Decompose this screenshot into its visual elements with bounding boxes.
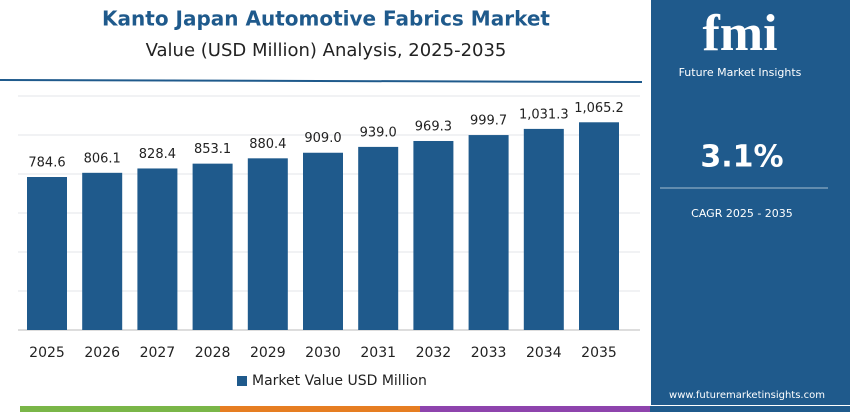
bar bbox=[27, 177, 67, 330]
cagr-value: 3.1% bbox=[700, 140, 783, 175]
value-label: 1,065.2 bbox=[574, 101, 624, 116]
value-label: 1,031.3 bbox=[519, 107, 569, 122]
chart-subtitle: Value (USD Million) Analysis, 2025-2035 bbox=[146, 40, 507, 61]
bar bbox=[413, 140, 454, 330]
bar bbox=[523, 128, 564, 330]
value-label: 806.1 bbox=[84, 151, 121, 166]
value-label: 969.3 bbox=[415, 119, 452, 134]
x-tick-label: 2028 bbox=[195, 345, 231, 361]
bar bbox=[358, 146, 399, 330]
x-tick-label: 2033 bbox=[471, 345, 507, 361]
x-tick-label: 2034 bbox=[526, 345, 562, 361]
x-tick-label: 2035 bbox=[581, 345, 617, 361]
value-label: 939.0 bbox=[360, 125, 397, 140]
brand-name: Future Market Insights bbox=[679, 66, 802, 79]
x-tick-label: 2030 bbox=[305, 345, 341, 361]
bar bbox=[468, 135, 509, 330]
bar bbox=[247, 158, 288, 330]
bar bbox=[137, 168, 178, 330]
website: www.futuremarketinsights.com bbox=[669, 390, 825, 401]
x-tick-label: 2032 bbox=[416, 345, 452, 361]
bar bbox=[579, 122, 619, 330]
bar bbox=[303, 152, 343, 330]
value-label: 999.7 bbox=[470, 114, 507, 129]
value-label: 909.0 bbox=[304, 131, 341, 146]
legend-label: Market Value USD Million bbox=[252, 373, 427, 389]
x-tick-label: 2031 bbox=[360, 345, 396, 361]
value-label: 784.6 bbox=[28, 156, 65, 171]
value-label: 880.4 bbox=[249, 137, 286, 152]
cagr-label: CAGR 2025 - 2035 bbox=[691, 207, 793, 220]
x-tick-label: 2025 bbox=[29, 345, 65, 361]
brand-logo: fmi bbox=[702, 5, 777, 62]
bar bbox=[82, 172, 123, 330]
x-tick-label: 2027 bbox=[140, 345, 176, 361]
chart-title: Kanto Japan Automotive Fabrics Market bbox=[102, 7, 550, 31]
footer-strip bbox=[20, 406, 220, 412]
legend-swatch bbox=[237, 376, 247, 386]
value-label: 828.4 bbox=[139, 147, 176, 162]
bar bbox=[192, 163, 233, 330]
footer-strip bbox=[220, 406, 420, 412]
title-rule bbox=[0, 79, 643, 83]
x-tick-label: 2029 bbox=[250, 345, 286, 361]
x-tick-label: 2026 bbox=[84, 345, 120, 361]
sidebar bbox=[651, 0, 850, 405]
value-label: 853.1 bbox=[194, 142, 231, 157]
footer-strip bbox=[650, 406, 850, 412]
footer-strip bbox=[420, 406, 650, 412]
